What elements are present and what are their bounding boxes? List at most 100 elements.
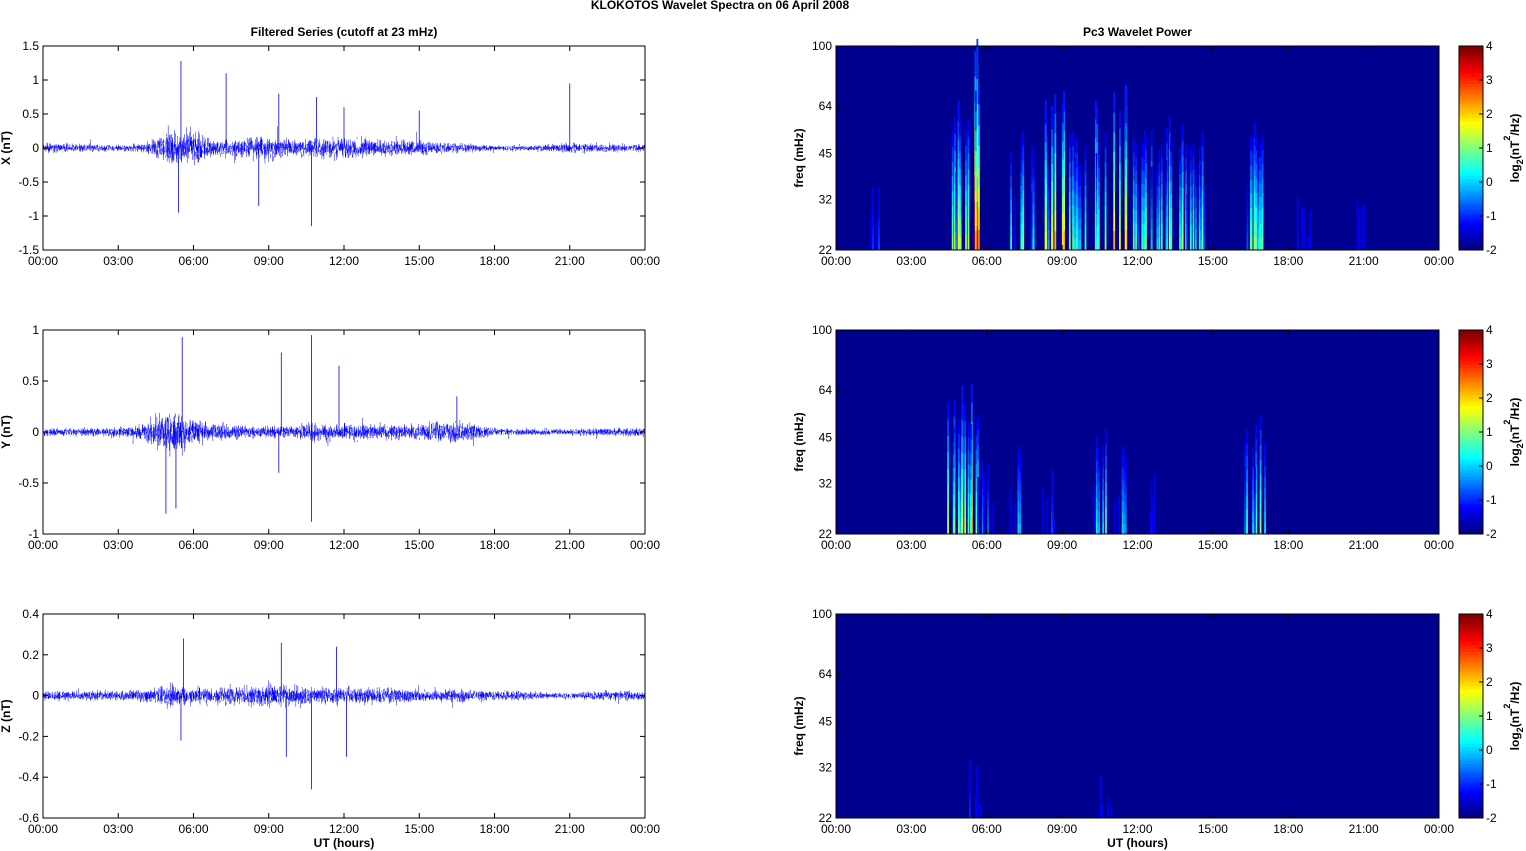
wavelet-burst [1068,133,1071,149]
wavelet-burst [976,793,978,801]
wavelet-burst [1022,175,1025,191]
wavelet-burst [964,517,967,535]
colorbar-segment [1459,364,1483,368]
wavelet-burst [1303,244,1305,251]
wavelet-burst [1051,493,1053,503]
wavelet-burst [1150,197,1153,209]
wavelet-burst [1250,207,1252,223]
wavelet-burst [1010,528,1012,535]
wavelet-burst [1189,160,1192,174]
wavelet-burst [1201,145,1204,161]
wavelet-burst [1079,174,1082,187]
wavelet-burst [1170,137,1172,153]
wavelet-burst [947,517,949,535]
colorbar-segment [1459,415,1483,419]
wavelet-burst [959,237,962,251]
colorbar-segment [1459,141,1483,146]
colorbar-segment [1459,428,1483,433]
wavelet-burst [1132,166,1135,181]
wavelet-burst [1068,220,1071,236]
wavelet-burst [1079,164,1082,176]
wavelet-burst [1180,205,1183,218]
wavelet-burst [1244,466,1247,476]
wavelet-burst [1154,475,1156,484]
wavelet-burst [1010,237,1013,251]
wavelet-burst [1246,225,1249,235]
wavelet-burst [1076,208,1079,223]
wavelet-burst [1246,521,1248,535]
x-tick-label: 12:00 [329,538,359,552]
wavelet-burst [1261,178,1264,194]
wavelet-burst [875,228,878,233]
wavelet-burst [1170,165,1172,181]
wavelet-burst [1201,190,1204,206]
wavelet-burst [1199,164,1202,177]
colorbar-segment [1459,665,1483,669]
wavelet-burst [1105,468,1107,483]
wavelet-burst [975,463,978,478]
wavelet-burst [1044,232,1047,251]
x-tick-label: 00:00 [1424,254,1454,268]
wavelet-burst [1123,512,1125,524]
wavelet-burst [1250,150,1252,166]
wavelet-burst [1099,799,1102,805]
colorbar-segment [1459,678,1483,683]
colorbar-segment [1459,780,1483,785]
wavelet-burst [974,808,977,813]
wavelet-burst [875,246,878,251]
colorbar-segment [1459,486,1483,491]
x-tick-label: 00:00 [28,538,58,552]
wavelet-burst [1020,185,1023,199]
wavelet-burst [1072,160,1075,176]
wavelet-burst [872,185,874,195]
wavelet-burst [1044,106,1047,125]
wavelet-burst [1047,209,1050,221]
wavelet-burst [968,803,971,812]
wavelet-burst [979,812,982,815]
wavelet-burst [968,788,971,797]
wavelet-burst [1199,175,1202,187]
wavelet-burst [1010,225,1013,239]
wavelet-burst [1179,148,1181,162]
colorbar-segment [1459,705,1483,710]
wavelet-burst [1165,216,1168,228]
wavelet-burst [1042,510,1044,517]
wavelet-burst [1165,170,1168,183]
colorbar-segment [1459,790,1483,795]
wavelet-burst [952,440,955,455]
wavelet-burst [1101,804,1104,808]
y-tick-label: 1 [32,323,39,337]
wavelet-burst [1104,220,1107,236]
wavelet-burst [1252,455,1254,468]
wavelet-burst [1099,785,1102,791]
wavelet-burst [952,454,955,468]
wavelet-burst [970,492,972,508]
wavelet-burst [1151,503,1154,509]
wavelet-burst [1158,212,1161,226]
wavelet-burst [1123,459,1125,471]
wavelet-burst [967,450,970,465]
wavelet-burst [970,451,972,466]
wavelet-burst [1150,145,1153,161]
wavelet-burst [992,514,995,519]
wavelet-burst [1358,230,1361,236]
wavelet-burst [1104,176,1107,192]
wavelet-burst [1244,517,1247,527]
wavelet-burst [1010,175,1013,189]
wavelet-burst [1113,509,1116,514]
colorbar-segment [1459,56,1483,61]
wavelet-burst [1179,173,1181,187]
wavelet-burst [983,504,985,509]
wavelet-burst [1095,152,1098,166]
wavelet-burst [1096,123,1099,143]
wavelet-burst [1095,225,1098,239]
wavelet-burst [1264,453,1266,466]
y-tick-label: 0.5 [22,374,39,388]
wavelet-burst [1044,124,1047,143]
wavelet-burst [1019,461,1021,472]
y-axis-label: Z (nT) [0,699,13,732]
wavelet-burst [1363,209,1365,216]
colorbar-segment [1459,357,1483,362]
wavelet-burst [1357,246,1359,251]
wavelet-burst [1357,222,1359,228]
